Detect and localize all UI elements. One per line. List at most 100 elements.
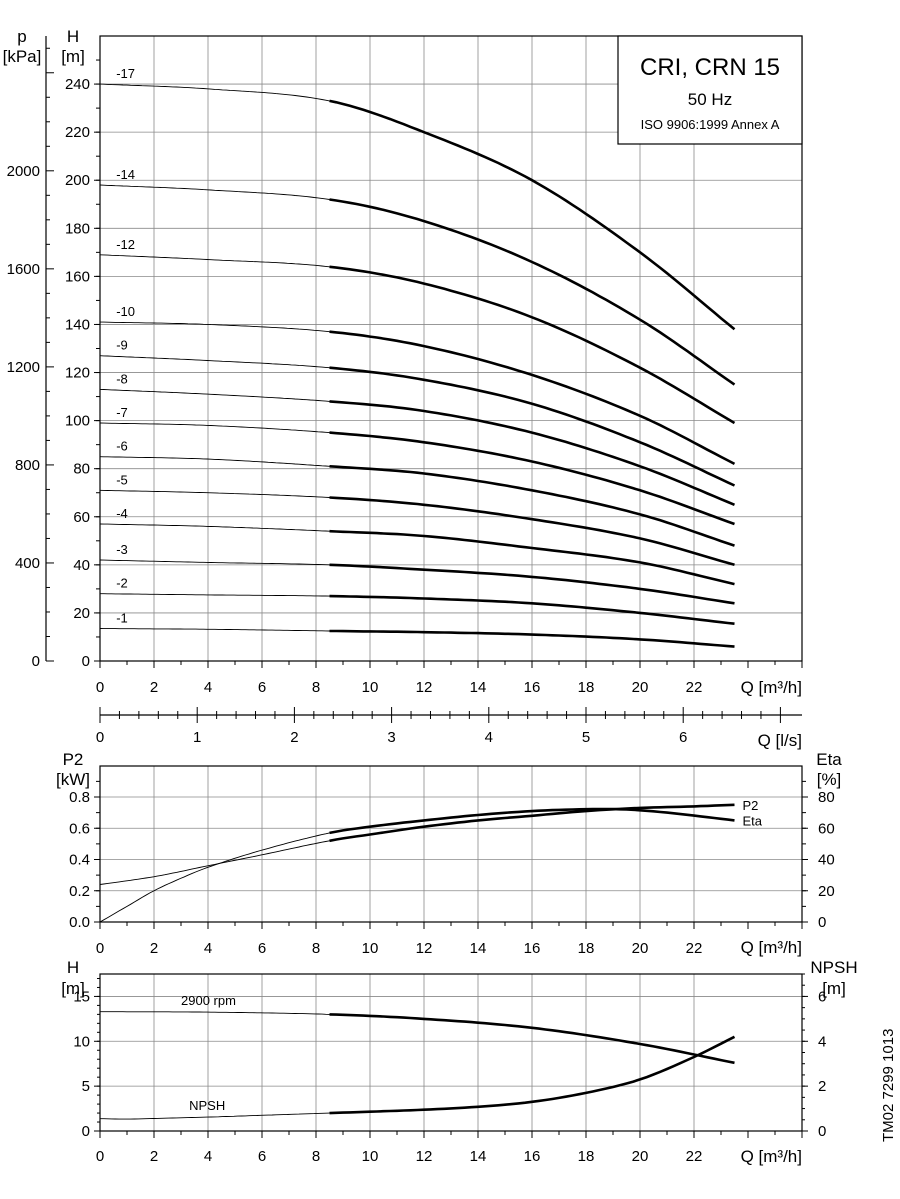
standard-label: ISO 9906:1999 Annex A: [641, 117, 780, 132]
head-x-tick-label: 8: [312, 679, 320, 696]
kpa-axis-unit: [kPa]: [3, 47, 42, 66]
power-x-tick-label: 4: [204, 940, 212, 957]
head-y-tick-label: 180: [65, 220, 90, 237]
npsh-x-tick-label: 18: [578, 1148, 595, 1165]
head-y-tick-label: 120: [65, 365, 90, 382]
npsh-x-tick-label: 22: [686, 1148, 703, 1165]
head-curve-8: [329, 400, 736, 506]
head-y-tick-label: 240: [65, 76, 90, 93]
power-x-tick-label: 8: [312, 940, 320, 957]
npsh-x-tick-label: 2: [150, 1148, 158, 1165]
power-x-tick-label: 6: [258, 940, 266, 957]
head-axis-unit: [m]: [61, 47, 85, 66]
head-curve-9-extended: [99, 355, 330, 369]
power-x-axis-label: Q [m³/h]: [741, 938, 802, 957]
npsh-head-axis-unit: [m]: [61, 979, 85, 998]
head-y-tick-label: 160: [65, 268, 90, 285]
eta-y-tick-label: 60: [818, 820, 835, 837]
head-curve-10-extended: [100, 321, 330, 333]
head-y-tick-label: 220: [65, 124, 90, 141]
head-y-tick-label: 60: [73, 509, 90, 526]
ls-tick-label: 0: [96, 729, 104, 746]
head-curve-7-extended: [99, 422, 330, 434]
head-curve-5: [329, 496, 735, 567]
head-y-tick-label: 140: [65, 316, 90, 333]
flow-ls-axis: 0 1 2 3 4 5 6 Q [l/s]: [96, 707, 802, 750]
head-x-tick-label: 16: [524, 679, 541, 696]
power-x-tick-label: 2: [150, 940, 158, 957]
power-efficiency-panel: 0 2 4 6 8 10 12 14 16 18 20 22 0.0 0.2 0.4 0.6 0.8 0 20 40 6…: [56, 750, 842, 957]
2900-rpm-curve-label: 2900 rpm: [181, 993, 236, 1008]
head-x-tick-label: 4: [204, 679, 212, 696]
npsh-head-y-tick-label: 15: [73, 988, 90, 1005]
p2-curve: [329, 803, 735, 843]
head-y-tick-label: 80: [73, 461, 90, 478]
head-curve-8-extended: [99, 388, 330, 402]
npsh-x-tick-label: 0: [96, 1148, 104, 1165]
eta-y-tick-label: 20: [818, 883, 835, 900]
power-x-tick-label: 22: [686, 940, 703, 957]
head-curve-14: [329, 198, 736, 386]
kpa-tick-label: 1200: [7, 359, 40, 376]
stage-label: -14: [116, 167, 135, 182]
title-box: [617, 35, 803, 145]
power-axis-label: P2: [63, 750, 84, 769]
kpa-axis-label: p: [17, 27, 26, 46]
head-curve-4: [329, 529, 735, 586]
stage-label: -9: [116, 338, 128, 353]
npsh-x-tick-label: 4: [204, 1148, 212, 1165]
npsh-x-tick-label: 10: [362, 1148, 379, 1165]
eta-y-tick-label: 0: [818, 914, 826, 931]
power-x-tick-label: 0: [96, 940, 104, 957]
stage-label: -10: [116, 304, 135, 319]
npsh-x-tick-label: 16: [524, 1148, 541, 1165]
power-gridlines: [100, 766, 802, 922]
head-curve-10: [329, 330, 736, 466]
head-panel: 0 2 4 6 8 10 12 14 16 18 20 22 0 20 40 60 80 100 120 140 16…: [3, 27, 803, 697]
power-x-tick-label: 18: [578, 940, 595, 957]
head-y-tick-label: 40: [73, 557, 90, 574]
npsh-head-y-tick-label: 5: [82, 1078, 90, 1095]
head-curve-4-extended: [99, 523, 330, 532]
head-curve-6: [329, 465, 735, 547]
stage-label: -4: [116, 506, 128, 521]
head-y-tick-label: 100: [65, 413, 90, 430]
head-curve-5-extended: [99, 489, 330, 498]
head-curve-1: [329, 629, 735, 648]
power-y-tick-label: 0.4: [69, 852, 90, 869]
eta-axis-unit: [%]: [817, 770, 842, 789]
head-x-tick-label: 18: [578, 679, 595, 696]
npsh-axis-unit: [m]: [822, 979, 846, 998]
npsh-y-tick-label: 0: [818, 1123, 826, 1140]
power-y-tick-label: 0.6: [69, 820, 90, 837]
power-y-tick-label: 0.8: [69, 789, 90, 806]
kpa-tick-label: 1600: [7, 261, 40, 278]
kpa-tick-label: 0: [32, 653, 40, 670]
npsh-x-tick-label: 8: [312, 1148, 320, 1165]
npsh-y-tick-label: 2: [818, 1078, 826, 1095]
npsh-curve-label: NPSH: [189, 1098, 225, 1113]
head-x-tick-label: 14: [470, 679, 487, 696]
npsh-gridlines: [100, 974, 802, 1131]
head-curve-14-extended: [99, 184, 330, 200]
head-x-tick-label: 10: [362, 679, 379, 696]
p2-curve-label: P2: [743, 798, 759, 813]
power-axis-unit: [kW]: [56, 770, 90, 789]
head-curve-2-extended: [100, 593, 330, 597]
document-id: TM02 7299 1013: [880, 1029, 897, 1142]
ls-tick-label: 2: [290, 729, 298, 746]
ls-tick-label: 1: [193, 729, 201, 746]
npsh-y-tick-label: 6: [818, 988, 826, 1005]
model-title: CRI, CRN 15: [640, 54, 780, 81]
power-plot-frame: [99, 765, 803, 923]
npsh-x-tick-label: 20: [632, 1148, 649, 1165]
eta-y-tick-label: 80: [818, 789, 835, 806]
eta-curve-extended: [99, 832, 330, 923]
head-x-tick-label: 6: [258, 679, 266, 696]
npsh-head-axis-label: H: [67, 958, 79, 977]
head-x-tick-label: 12: [416, 679, 433, 696]
power-x-tick-label: 14: [470, 940, 487, 957]
ls-tick-label: 6: [679, 729, 687, 746]
npsh-x-tick-label: 12: [416, 1148, 433, 1165]
stage-label: -5: [116, 472, 128, 487]
